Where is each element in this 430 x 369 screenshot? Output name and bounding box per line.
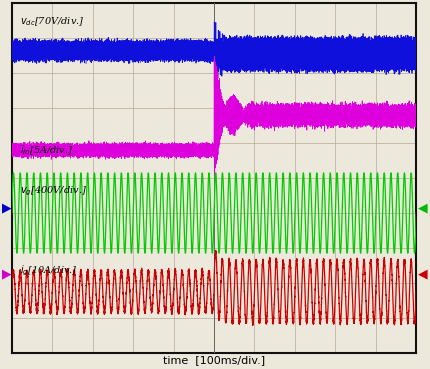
- Text: ▶: ▶: [2, 268, 11, 281]
- Text: $v_{dc}$[70V/div.]: $v_{dc}$[70V/div.]: [20, 16, 84, 28]
- Text: ▶: ▶: [2, 201, 11, 214]
- Text: ◀: ◀: [417, 201, 427, 214]
- Text: $v_g$[400V/div.]: $v_g$[400V/div.]: [20, 185, 86, 199]
- Text: $i_{in}$[5A/div.]: $i_{in}$[5A/div.]: [20, 143, 73, 157]
- Text: $i_g$[10A/div.]: $i_g$[10A/div.]: [20, 264, 77, 278]
- X-axis label: time  [100ms/div.]: time [100ms/div.]: [163, 355, 264, 366]
- Text: ◀: ◀: [417, 268, 427, 281]
